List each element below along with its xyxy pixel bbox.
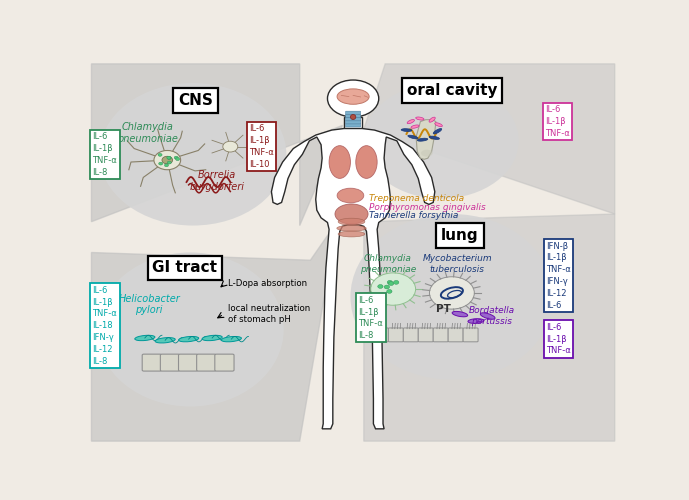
Ellipse shape [335,204,368,224]
Text: lung: lung [441,228,479,242]
Text: Borrelia
burgdorferi: Borrelia burgdorferi [189,170,245,192]
Text: GI tract: GI tract [152,260,218,276]
Ellipse shape [468,318,484,324]
Ellipse shape [407,120,415,124]
Circle shape [158,162,163,165]
FancyBboxPatch shape [346,118,360,121]
Ellipse shape [411,125,419,128]
FancyBboxPatch shape [142,354,161,371]
FancyBboxPatch shape [448,328,463,342]
Text: PT: PT [436,304,451,314]
Ellipse shape [433,128,442,134]
Ellipse shape [155,338,175,343]
Polygon shape [416,120,436,160]
Circle shape [429,277,474,309]
Polygon shape [364,64,615,214]
Ellipse shape [351,214,553,380]
Ellipse shape [337,188,364,203]
Ellipse shape [329,146,351,178]
FancyBboxPatch shape [389,328,403,342]
Ellipse shape [337,226,366,231]
Ellipse shape [338,218,365,225]
Ellipse shape [435,122,442,126]
Circle shape [387,290,392,294]
Polygon shape [344,117,362,128]
Ellipse shape [351,114,356,119]
Ellipse shape [338,231,365,237]
Circle shape [165,164,169,167]
Circle shape [167,156,171,159]
Text: IL-6
IL-1β
TNF-α
IL-10: IL-6 IL-1β TNF-α IL-10 [249,124,274,169]
Text: Porphyromonas gingivalis: Porphyromonas gingivalis [369,202,486,211]
Polygon shape [271,128,435,429]
Ellipse shape [452,312,468,317]
Text: IL-6
IL-1β
TNF-α: IL-6 IL-1β TNF-α [546,323,571,356]
Ellipse shape [99,83,287,226]
Polygon shape [92,222,337,441]
Text: CNS: CNS [178,93,213,108]
Circle shape [167,161,172,164]
Ellipse shape [421,150,433,156]
Ellipse shape [401,128,412,132]
Text: IL-6
IL-1β
TNF-α
IL-18
IFN-γ
IL-12
IL-8: IL-6 IL-1β TNF-α IL-18 IFN-γ IL-12 IL-8 [92,286,117,366]
FancyBboxPatch shape [373,328,389,342]
Circle shape [167,156,172,160]
Ellipse shape [337,89,369,104]
Text: IL-6
IL-1β
TNF-α: IL-6 IL-1β TNF-α [545,106,570,138]
Text: L-Dopa absorption: L-Dopa absorption [227,279,307,288]
Circle shape [378,284,383,288]
FancyBboxPatch shape [418,328,433,342]
Text: IL-6
IL-1β
TNF-α
IL-8: IL-6 IL-1β TNF-α IL-8 [92,132,117,176]
FancyBboxPatch shape [178,354,198,371]
FancyBboxPatch shape [346,114,360,117]
Circle shape [176,158,180,160]
FancyBboxPatch shape [346,120,360,124]
Circle shape [327,80,379,117]
FancyBboxPatch shape [463,328,478,342]
Text: Bordatella
pertussis: Bordatella pertussis [469,306,515,326]
Circle shape [174,156,178,159]
Text: Chlamydia
pneumoniae: Chlamydia pneumoniae [117,122,178,144]
FancyBboxPatch shape [403,328,418,342]
Ellipse shape [364,83,519,198]
Ellipse shape [135,336,155,340]
Circle shape [154,150,181,170]
Text: local neutralization
of stomach pH: local neutralization of stomach pH [227,304,310,324]
Ellipse shape [221,336,241,342]
FancyBboxPatch shape [433,328,448,342]
Circle shape [223,141,238,152]
FancyBboxPatch shape [161,354,180,371]
Text: IFN-β
IL-1β
TNF-α
IFN-γ
IL-12
IL-6: IFN-β IL-1β TNF-α IFN-γ IL-12 IL-6 [546,242,571,310]
Polygon shape [364,214,615,441]
Text: Tannerella forsythia: Tannerella forsythia [369,211,458,220]
Circle shape [387,280,393,284]
Circle shape [162,156,173,164]
Text: Chlamydia
pneumoniae: Chlamydia pneumoniae [360,254,416,274]
Ellipse shape [480,313,495,319]
Circle shape [389,282,393,286]
Text: Mycobacterium
tuberculosis: Mycobacterium tuberculosis [422,254,492,274]
Ellipse shape [178,336,198,342]
FancyBboxPatch shape [196,354,216,371]
FancyBboxPatch shape [346,111,360,114]
Ellipse shape [418,138,428,141]
Circle shape [158,154,162,156]
FancyBboxPatch shape [346,124,360,127]
Ellipse shape [429,136,440,140]
Text: IL-6
IL-1β
TNF-α
IL-8: IL-6 IL-1β TNF-α IL-8 [358,296,383,340]
Ellipse shape [202,336,222,340]
Polygon shape [92,64,342,226]
Ellipse shape [429,117,435,122]
Text: Helicobacter
pylori: Helicobacter pylori [119,294,180,316]
Circle shape [371,273,415,305]
Circle shape [393,280,399,284]
Ellipse shape [415,117,424,120]
Text: Treponema denticola: Treponema denticola [369,194,464,203]
Ellipse shape [356,146,377,178]
Ellipse shape [408,135,418,139]
Ellipse shape [97,252,284,406]
Circle shape [384,285,389,289]
Text: oral cavity: oral cavity [407,84,497,98]
FancyBboxPatch shape [215,354,234,371]
